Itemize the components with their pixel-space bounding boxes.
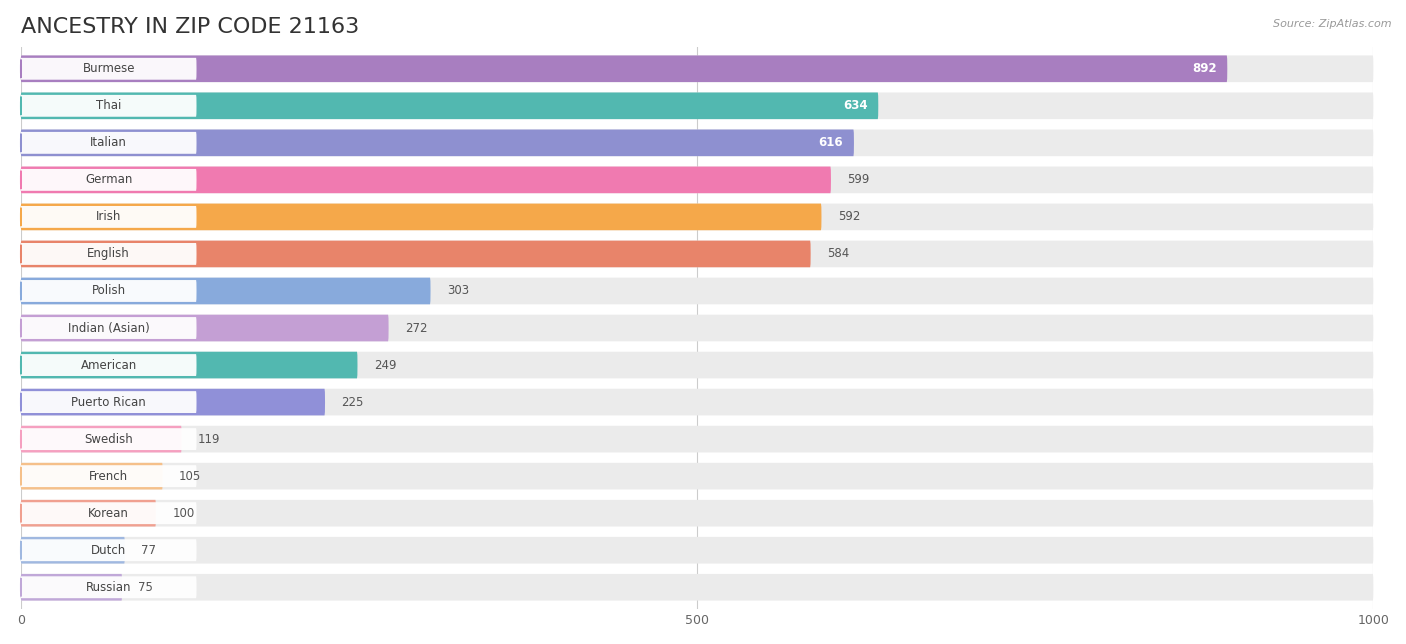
FancyBboxPatch shape <box>21 317 197 339</box>
Text: 272: 272 <box>405 321 427 334</box>
FancyBboxPatch shape <box>21 95 197 117</box>
Text: 584: 584 <box>827 247 849 260</box>
FancyBboxPatch shape <box>21 204 1374 231</box>
Text: 634: 634 <box>842 99 868 112</box>
Text: Thai: Thai <box>96 99 121 112</box>
FancyBboxPatch shape <box>21 55 1374 82</box>
FancyBboxPatch shape <box>21 58 197 80</box>
Text: 119: 119 <box>198 433 221 446</box>
Text: Irish: Irish <box>96 211 121 223</box>
FancyBboxPatch shape <box>21 243 197 265</box>
FancyBboxPatch shape <box>21 129 853 156</box>
FancyBboxPatch shape <box>21 463 163 489</box>
FancyBboxPatch shape <box>21 537 125 564</box>
FancyBboxPatch shape <box>21 428 197 450</box>
FancyBboxPatch shape <box>21 241 811 267</box>
Text: 249: 249 <box>374 359 396 372</box>
FancyBboxPatch shape <box>21 167 831 193</box>
FancyBboxPatch shape <box>21 426 181 453</box>
Text: Italian: Italian <box>90 137 127 149</box>
Text: Indian (Asian): Indian (Asian) <box>67 321 149 334</box>
FancyBboxPatch shape <box>21 576 197 598</box>
Text: American: American <box>80 359 136 372</box>
FancyBboxPatch shape <box>21 315 1374 341</box>
Text: 592: 592 <box>838 211 860 223</box>
FancyBboxPatch shape <box>21 169 197 191</box>
Text: 616: 616 <box>818 137 844 149</box>
Text: German: German <box>84 173 132 186</box>
Text: 105: 105 <box>179 469 201 482</box>
Text: 303: 303 <box>447 285 470 298</box>
FancyBboxPatch shape <box>21 55 1227 82</box>
Text: Swedish: Swedish <box>84 433 134 446</box>
FancyBboxPatch shape <box>21 278 1374 305</box>
Text: Burmese: Burmese <box>83 62 135 75</box>
Text: English: English <box>87 247 131 260</box>
FancyBboxPatch shape <box>21 352 357 379</box>
FancyBboxPatch shape <box>21 426 1374 453</box>
FancyBboxPatch shape <box>21 167 1374 193</box>
Text: 77: 77 <box>141 544 156 556</box>
FancyBboxPatch shape <box>21 93 1374 119</box>
FancyBboxPatch shape <box>21 465 197 487</box>
FancyBboxPatch shape <box>21 574 1374 601</box>
FancyBboxPatch shape <box>21 463 1374 489</box>
Text: Korean: Korean <box>89 507 129 520</box>
FancyBboxPatch shape <box>21 539 197 561</box>
Text: Russian: Russian <box>86 581 132 594</box>
FancyBboxPatch shape <box>21 206 197 228</box>
FancyBboxPatch shape <box>21 278 430 305</box>
Text: ANCESTRY IN ZIP CODE 21163: ANCESTRY IN ZIP CODE 21163 <box>21 17 359 37</box>
FancyBboxPatch shape <box>21 204 821 231</box>
Text: 599: 599 <box>848 173 869 186</box>
FancyBboxPatch shape <box>21 354 197 376</box>
Text: Source: ZipAtlas.com: Source: ZipAtlas.com <box>1274 19 1392 30</box>
FancyBboxPatch shape <box>21 500 1374 527</box>
FancyBboxPatch shape <box>21 352 1374 379</box>
FancyBboxPatch shape <box>21 574 122 601</box>
FancyBboxPatch shape <box>21 389 325 415</box>
FancyBboxPatch shape <box>21 500 156 527</box>
Text: 100: 100 <box>172 507 194 520</box>
Text: Dutch: Dutch <box>91 544 127 556</box>
FancyBboxPatch shape <box>21 93 879 119</box>
Text: Polish: Polish <box>91 285 125 298</box>
FancyBboxPatch shape <box>21 132 197 154</box>
FancyBboxPatch shape <box>21 502 197 524</box>
Text: Puerto Rican: Puerto Rican <box>72 395 146 408</box>
Text: 75: 75 <box>138 581 153 594</box>
FancyBboxPatch shape <box>21 391 197 413</box>
FancyBboxPatch shape <box>21 537 1374 564</box>
FancyBboxPatch shape <box>21 280 197 302</box>
Text: 225: 225 <box>342 395 364 408</box>
Text: French: French <box>89 469 128 482</box>
FancyBboxPatch shape <box>21 129 1374 156</box>
FancyBboxPatch shape <box>21 241 1374 267</box>
Text: 892: 892 <box>1192 62 1216 75</box>
FancyBboxPatch shape <box>21 315 388 341</box>
FancyBboxPatch shape <box>21 389 1374 415</box>
